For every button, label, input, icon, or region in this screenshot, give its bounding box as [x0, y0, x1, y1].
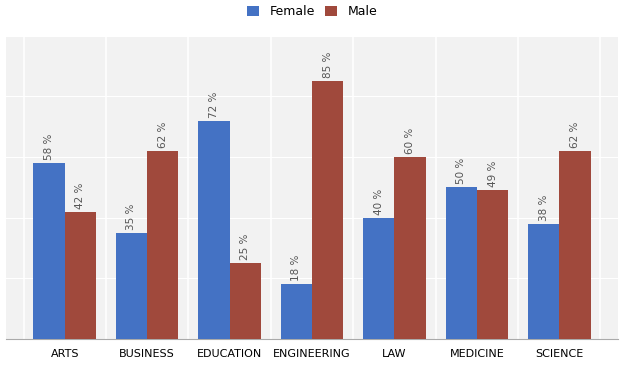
Bar [559, 151, 590, 339]
Bar [281, 284, 312, 339]
Text: 50 %: 50 % [456, 158, 466, 184]
Bar [363, 218, 394, 339]
Bar [446, 188, 477, 339]
Bar [147, 151, 178, 339]
Text: 25 %: 25 % [240, 234, 250, 260]
Text: 42 %: 42 % [76, 182, 85, 209]
Text: 85 %: 85 % [323, 52, 333, 78]
Text: 40 %: 40 % [374, 188, 384, 215]
Text: 60 %: 60 % [405, 128, 415, 154]
Bar [230, 263, 261, 339]
Text: 62 %: 62 % [570, 122, 580, 148]
Bar [65, 212, 96, 339]
Text: 72 %: 72 % [209, 91, 219, 118]
Bar [477, 191, 508, 339]
Bar [394, 157, 426, 339]
Text: 62 %: 62 % [158, 122, 168, 148]
Bar [34, 163, 65, 339]
Bar [528, 224, 559, 339]
Text: 58 %: 58 % [44, 134, 54, 160]
Bar [116, 233, 147, 339]
Text: 49 %: 49 % [487, 161, 497, 188]
Text: 38 %: 38 % [539, 195, 548, 221]
Bar [312, 81, 343, 339]
Text: 35 %: 35 % [127, 204, 137, 230]
Legend: Female, Male: Female, Male [245, 3, 379, 21]
Bar [198, 121, 230, 339]
Text: 18 %: 18 % [291, 255, 301, 281]
